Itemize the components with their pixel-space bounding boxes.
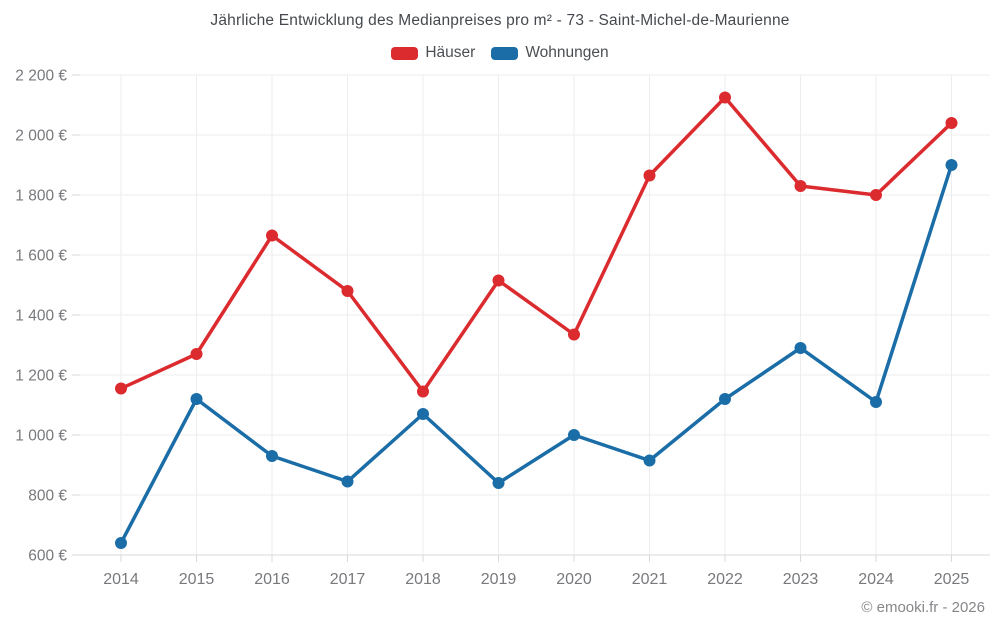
legend-item-haeuser[interactable]: Häuser (391, 44, 475, 62)
data-point-wohnungen-2016[interactable] (266, 450, 278, 462)
data-point-wohnungen-2015[interactable] (190, 393, 203, 405)
y-tick-label: 2 200 € (15, 68, 67, 85)
x-tick-label: 2017 (330, 571, 366, 588)
legend: Häuser Wohnungen (0, 44, 1000, 62)
data-point-wohnungen-2019[interactable] (492, 477, 505, 489)
y-tick-label: 1 400 € (15, 308, 67, 325)
x-tick-label: 2018 (405, 571, 441, 588)
data-point-haeuser-2017[interactable] (341, 285, 354, 297)
x-tick-label: 2022 (707, 571, 743, 588)
data-point-haeuser-2025[interactable] (945, 117, 958, 129)
x-tick-label: 2025 (934, 571, 970, 588)
wohnungen-swatch-icon (491, 46, 519, 60)
y-tick-label: 1 200 € (15, 368, 67, 385)
legend-label-haeuser: Häuser (425, 44, 476, 61)
series-line-wohnungen (119, 163, 954, 545)
x-tick-label: 2021 (632, 571, 668, 588)
data-point-wohnungen-2021[interactable] (643, 454, 656, 467)
legend-label-wohnungen: Wohnungen (525, 44, 609, 61)
x-tick-label: 2019 (481, 571, 517, 588)
y-tick-label: 800 € (28, 488, 67, 505)
data-point-wohnungen-2020[interactable] (568, 429, 580, 441)
x-tick-label: 2014 (103, 571, 139, 588)
data-point-haeuser-2024[interactable] (870, 189, 882, 201)
data-point-haeuser-2020[interactable] (568, 328, 580, 341)
y-tick-label: 600 € (28, 548, 67, 565)
x-tick-label: 2016 (254, 571, 290, 588)
data-point-wohnungen-2023[interactable] (794, 342, 807, 354)
data-point-haeuser-2021[interactable] (643, 169, 656, 182)
data-point-haeuser-2019[interactable] (492, 274, 505, 287)
data-point-wohnungen-2022[interactable] (719, 393, 731, 405)
data-point-haeuser-2018[interactable] (417, 385, 429, 398)
chart-title: Jährliche Entwicklung des Medianpreises … (210, 12, 790, 29)
data-point-haeuser-2014[interactable] (115, 382, 127, 395)
data-point-haeuser-2016[interactable] (266, 229, 278, 242)
x-tick-label: 2023 (783, 571, 819, 588)
data-point-wohnungen-2017[interactable] (341, 475, 354, 488)
footer-credit: © emooki.fr - 2026 (861, 599, 985, 616)
x-tick-label: 2020 (556, 571, 592, 588)
x-tick-label: 2024 (858, 571, 894, 588)
y-tick-label: 1 600 € (15, 248, 67, 265)
data-point-wohnungen-2025[interactable] (945, 159, 958, 171)
data-point-haeuser-2015[interactable] (190, 348, 203, 360)
series-line-haeuser (119, 95, 954, 394)
data-point-wohnungen-2014[interactable] (115, 537, 127, 549)
x-tick-label: 2015 (179, 571, 215, 588)
data-point-haeuser-2022[interactable] (719, 91, 731, 104)
legend-item-wohnungen[interactable]: Wohnungen (491, 44, 609, 62)
data-point-wohnungen-2018[interactable] (417, 408, 429, 420)
data-point-wohnungen-2024[interactable] (870, 396, 882, 408)
y-tick-label: 2 000 € (15, 128, 67, 145)
data-point-haeuser-2023[interactable] (794, 180, 807, 192)
y-tick-label: 1 800 € (15, 188, 67, 205)
haeuser-swatch-icon (391, 46, 419, 60)
y-tick-label: 1 000 € (15, 428, 67, 445)
